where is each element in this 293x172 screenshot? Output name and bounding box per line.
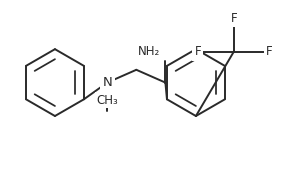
Text: NH₂: NH₂: [138, 45, 161, 58]
Text: N: N: [102, 76, 112, 89]
Text: F: F: [195, 45, 201, 58]
Text: CH₃: CH₃: [96, 94, 118, 107]
Text: F: F: [230, 12, 237, 25]
Text: F: F: [266, 45, 273, 58]
